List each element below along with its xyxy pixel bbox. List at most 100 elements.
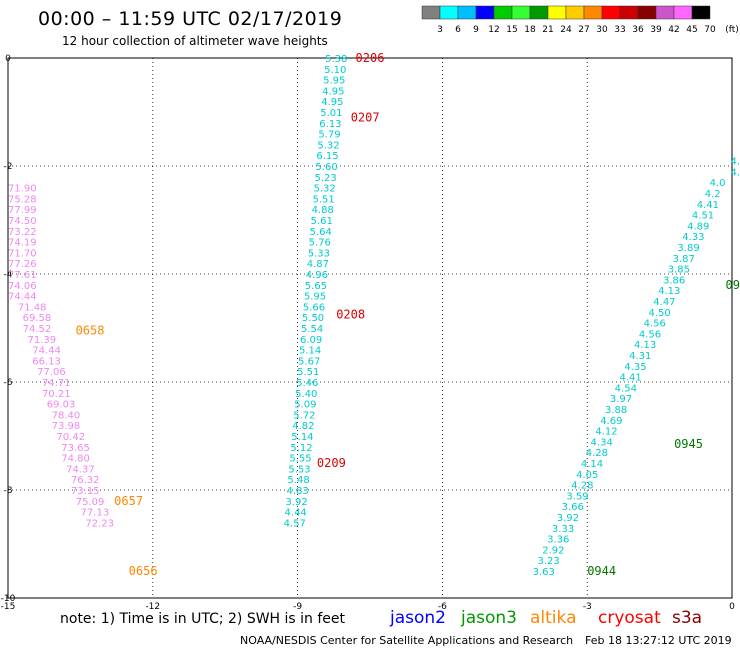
y-tick-label: -2 — [4, 162, 13, 172]
wave-height-point: 4.96 — [306, 270, 328, 281]
satellite-legend-item: s3a — [672, 608, 703, 628]
credit-line: NOAA/NESDIS Center for Satellite Applica… — [240, 634, 574, 647]
wave-height-point: 5.01 — [320, 108, 342, 119]
color-scale-label: 27 — [578, 25, 589, 35]
color-swatch — [691, 5, 711, 20]
wave-height-point: 5.60 — [315, 162, 337, 173]
wave-height-point: 72.23 — [85, 518, 114, 529]
wave-height-point: 4.87 — [307, 259, 329, 270]
wave-height-point: 5.14 — [291, 432, 313, 443]
wave-height-point: 4.33 — [682, 232, 704, 243]
wave-height-point: 3.63 — [533, 567, 555, 578]
x-tick-label: -6 — [438, 602, 447, 610]
wave-height-point: 4.47 — [653, 297, 675, 308]
wave-height-point: 4.69 — [600, 416, 622, 427]
wave-height-point: 5.76 — [309, 238, 331, 249]
wave-height-point: 76.32 — [71, 475, 100, 486]
wave-height-point: 73.98 — [52, 421, 81, 432]
wave-height-point: 4.34 — [591, 437, 613, 448]
legend-note: note: 1) Time is in UTC; 2) SWH is in fe… — [60, 611, 346, 627]
y-tick-label: -4 — [4, 270, 13, 280]
wave-height-point: 2.92 — [542, 545, 564, 556]
color-scale-label: 24 — [560, 25, 572, 35]
pass-time-label: 0208 — [336, 308, 365, 322]
wave-height-point: 3.66 — [562, 502, 584, 513]
wave-height-point: 5.32 — [317, 140, 339, 151]
wave-height-point: 74.52 — [23, 324, 52, 335]
pass-time-label: 09 — [726, 278, 740, 292]
x-tick-label: -9 — [293, 602, 302, 610]
color-scale-label: 45 — [686, 25, 697, 35]
satellite-legend-item: altika — [530, 608, 577, 628]
wave-height-point: 4.2 — [705, 189, 721, 200]
wave-height-point: 4.14 — [581, 459, 603, 470]
wave-height-point: 4.05 — [576, 470, 598, 481]
y-tick-label: -6 — [4, 378, 13, 388]
wave-height-point: 3.85 — [668, 265, 690, 276]
wave-height-point: 74.37 — [66, 464, 95, 475]
wave-height-point: 4.13 — [634, 340, 656, 351]
wave-height-point: 74.50 — [8, 216, 37, 227]
wave-height-point: 5.12 — [290, 443, 312, 454]
color-scale-label: 18 — [524, 25, 536, 35]
color-scale-label: 9 — [473, 25, 479, 35]
y-tick-label: 0 — [5, 54, 11, 64]
wave-height-point: 3.92 — [286, 497, 308, 508]
wave-height-point: 5.23 — [314, 173, 336, 184]
wave-height-point: 3.87 — [673, 254, 695, 265]
wave-height-point: 77.06 — [37, 367, 66, 378]
color-scale-label: 15 — [506, 25, 517, 35]
wave-height-point: 77.99 — [8, 205, 37, 216]
color-scale-label: 30 — [596, 25, 608, 35]
wave-height-point: 6.15 — [316, 151, 338, 162]
wave-height-point: 4. — [730, 157, 740, 168]
x-tick-label: -15 — [1, 602, 16, 610]
wave-height-point: 5.38 — [325, 54, 347, 65]
wave-height-point: 4.35 — [624, 362, 646, 373]
wave-height-point: 5.79 — [318, 130, 340, 141]
wave-height-point: 75.28 — [8, 194, 37, 205]
wave-height-point: 4.50 — [648, 308, 670, 319]
x-tick-label: -3 — [583, 602, 592, 610]
wave-height-point: 74.44 — [32, 346, 61, 357]
wave-height-point: 75.09 — [76, 497, 105, 508]
wave-height-point: 4.89 — [687, 221, 709, 232]
wave-height-point: 4. — [730, 167, 740, 178]
pass-time-label: 0945 — [674, 437, 703, 451]
wave-height-point: 5.64 — [310, 227, 332, 238]
wave-height-point: 77.13 — [81, 508, 110, 519]
wave-height-point: 4.44 — [285, 508, 307, 519]
wave-height-point: 4.95 — [322, 86, 344, 97]
wave-height-point: 69.58 — [23, 313, 52, 324]
x-tick-label: -12 — [145, 602, 160, 610]
wave-height-point: 4.13 — [658, 286, 680, 297]
wave-height-point: 5.09 — [294, 400, 316, 411]
color-scale-label: 33 — [614, 25, 625, 35]
wave-height-point: 71.70 — [8, 248, 37, 259]
wave-height-point: 5.33 — [308, 248, 330, 259]
wave-height-point: 5.54 — [301, 324, 323, 335]
wave-height-point: 5.55 — [289, 454, 311, 465]
wave-height-point: 70.21 — [42, 389, 71, 400]
wave-height-point: 4.12 — [595, 427, 617, 438]
wave-height-point: 5.14 — [299, 346, 321, 357]
wave-height-point: 6.09 — [300, 335, 322, 346]
wave-height-point: 4.95 — [321, 97, 343, 108]
color-scale-label: 70 — [704, 25, 716, 35]
wave-height-point: 5.10 — [324, 65, 346, 76]
pass-time-label: 0207 — [351, 110, 380, 124]
wave-height-point: 4.88 — [312, 205, 334, 216]
wave-height-point: 4.0 — [710, 178, 726, 189]
wave-height-point: 3.89 — [677, 243, 699, 254]
pass-time-label: 0206 — [356, 51, 385, 65]
satellite-legend-item: jason2 — [390, 608, 446, 628]
color-scale-label: 12 — [488, 25, 499, 35]
wave-height-point: 5.66 — [303, 302, 325, 313]
wave-height-point: 4.56 — [644, 319, 666, 330]
wave-height-point: 71.39 — [27, 335, 56, 346]
x-tick-label: 0 — [729, 602, 735, 610]
color-scale-bar: 3 6 9 12 15 18 21 24 27 30 33 36 39 42 45 70 (ft) — [421, 5, 739, 35]
color-scale-label: (ft) — [725, 25, 739, 35]
color-scale-label: 36 — [632, 25, 644, 35]
plot-frame — [7, 57, 733, 599]
